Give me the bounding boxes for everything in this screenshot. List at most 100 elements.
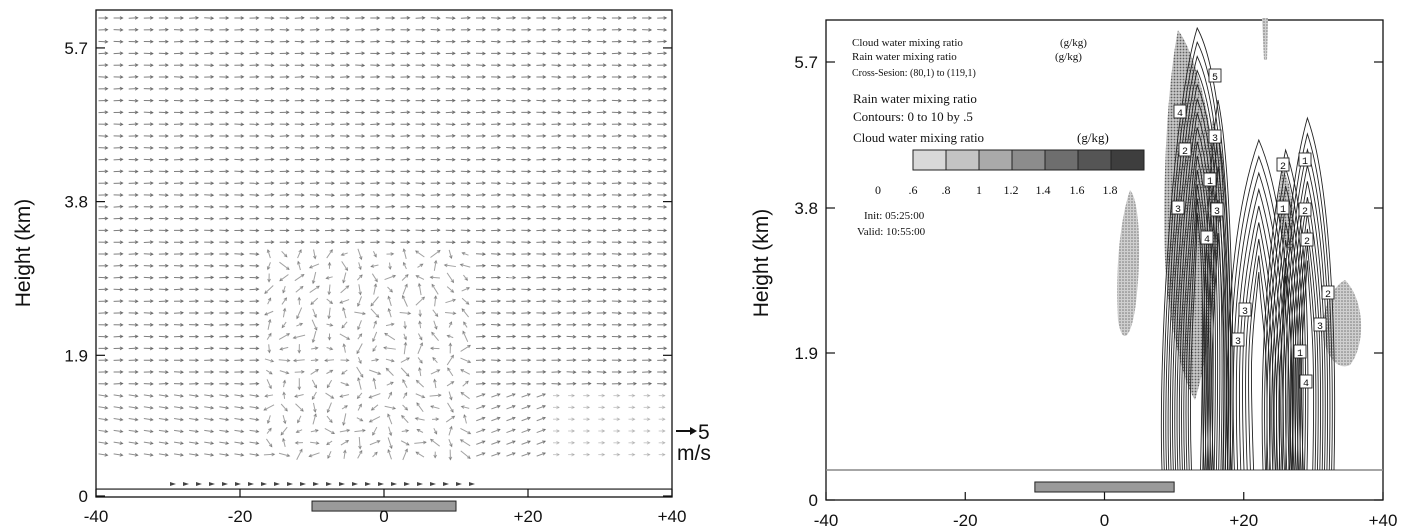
wind-vector-head	[402, 378, 406, 383]
wind-vector-head	[134, 358, 139, 362]
wind-vector-head	[512, 216, 517, 221]
wind-vector-head	[315, 75, 320, 79]
wind-vector-head	[285, 86, 290, 91]
wind-vector	[357, 404, 362, 411]
wind-vector-head	[285, 228, 290, 233]
wind-vector-head	[512, 75, 517, 79]
wind-vector-head	[646, 429, 651, 433]
wind-vector-head	[527, 275, 532, 280]
wind-vector-head	[331, 39, 336, 44]
wind-vector-head	[341, 371, 345, 375]
wind-vector	[312, 413, 317, 425]
wind-vector-head	[391, 63, 396, 68]
wind-vector	[491, 405, 500, 410]
wind-vector-head	[497, 299, 502, 303]
wind-vector-head	[104, 169, 109, 174]
contour-label-text: 2	[1280, 162, 1286, 173]
wind-vector-head	[104, 157, 109, 162]
contour-value-label: 1	[1203, 172, 1217, 188]
wind-vector	[400, 158, 410, 161]
wind-vector	[476, 405, 485, 410]
wind-vector-head	[602, 122, 607, 127]
wind-vector-head	[482, 311, 487, 315]
wind-vector-head	[134, 334, 139, 339]
wind-vector-head	[557, 134, 562, 138]
wind-vector-head	[314, 428, 319, 433]
wind-vector-head	[512, 311, 517, 315]
wind-vector-head	[633, 145, 638, 150]
wind-vector-head	[240, 453, 245, 457]
wind-vector	[158, 418, 168, 421]
surface-vector	[469, 482, 475, 487]
wind-vector	[432, 357, 438, 364]
wind-vector-head	[240, 98, 245, 103]
wind-vector-head	[586, 440, 591, 445]
wind-vector-head	[331, 228, 336, 233]
wind-vector-head	[285, 98, 290, 103]
wind-vector-head	[210, 228, 215, 233]
wind-vector-head	[602, 370, 607, 374]
wind-vector-head	[391, 228, 396, 233]
wind-vector-head	[267, 297, 272, 302]
wind-vector-head	[587, 381, 592, 386]
wind-vector-head	[556, 417, 561, 422]
wind-vector-head	[467, 181, 471, 186]
wind-vector-head	[210, 240, 215, 245]
wind-vector-head	[195, 405, 200, 410]
wind-vector	[128, 441, 138, 444]
contour-label-text: 1	[1297, 349, 1303, 360]
wind-vector	[357, 296, 363, 307]
wind-vector-head	[587, 275, 592, 280]
wind-vector-head	[451, 169, 456, 174]
wind-vector-head	[164, 287, 169, 292]
wind-vector-head	[119, 252, 124, 256]
wind-vector	[417, 357, 423, 364]
wind-vector-head	[195, 122, 200, 127]
wind-vector-head	[429, 438, 434, 443]
wind-vector-head	[391, 16, 396, 20]
wind-vector	[370, 296, 379, 307]
wind-vector	[460, 392, 470, 400]
wind-vector	[463, 274, 468, 281]
wind-vector-head	[346, 228, 351, 233]
wind-vector	[249, 453, 259, 456]
wind-vector-head	[389, 381, 394, 386]
wind-vector-head	[225, 264, 230, 268]
wind-vector-head	[240, 417, 245, 422]
wind-vector-head	[331, 181, 336, 186]
wind-vector-head	[119, 429, 124, 434]
wind-vector-head	[134, 370, 139, 374]
wind-vector-head	[527, 299, 532, 303]
wind-vector-head	[527, 216, 532, 221]
wind-vector-head	[661, 429, 666, 433]
wind-vector-head	[467, 430, 472, 435]
wind-vector	[357, 450, 363, 459]
wind-vector-head	[149, 63, 154, 68]
wind-vector-head	[512, 275, 517, 280]
wind-vector	[294, 76, 304, 78]
wind-vector-head	[497, 323, 502, 327]
wind-vector-head	[648, 381, 653, 386]
contour-line	[1172, 97, 1221, 471]
wind-vector	[460, 369, 471, 375]
wind-vector-head	[648, 122, 653, 127]
surface-vector	[404, 482, 410, 487]
wind-vector-head	[633, 51, 638, 56]
wind-vector	[267, 415, 271, 424]
wind-vector-head	[436, 16, 441, 20]
wind-vector-head	[300, 193, 305, 197]
wind-vector-head	[225, 16, 230, 20]
wind-vector-head	[210, 75, 215, 79]
y-tick-label: 3.8	[794, 199, 818, 218]
x-tick-label: -40	[84, 507, 109, 526]
wind-vector-head	[527, 205, 532, 209]
wind-vector-head	[587, 334, 592, 339]
wind-vector-head	[482, 193, 487, 197]
wind-vector-head	[631, 452, 636, 457]
wind-vector-head	[497, 27, 502, 32]
wind-vector-head	[279, 346, 284, 351]
wind-vector-head	[482, 134, 487, 138]
wind-vector-head	[481, 404, 486, 409]
wind-vector-head	[329, 323, 334, 327]
wind-vector-head	[134, 252, 139, 256]
